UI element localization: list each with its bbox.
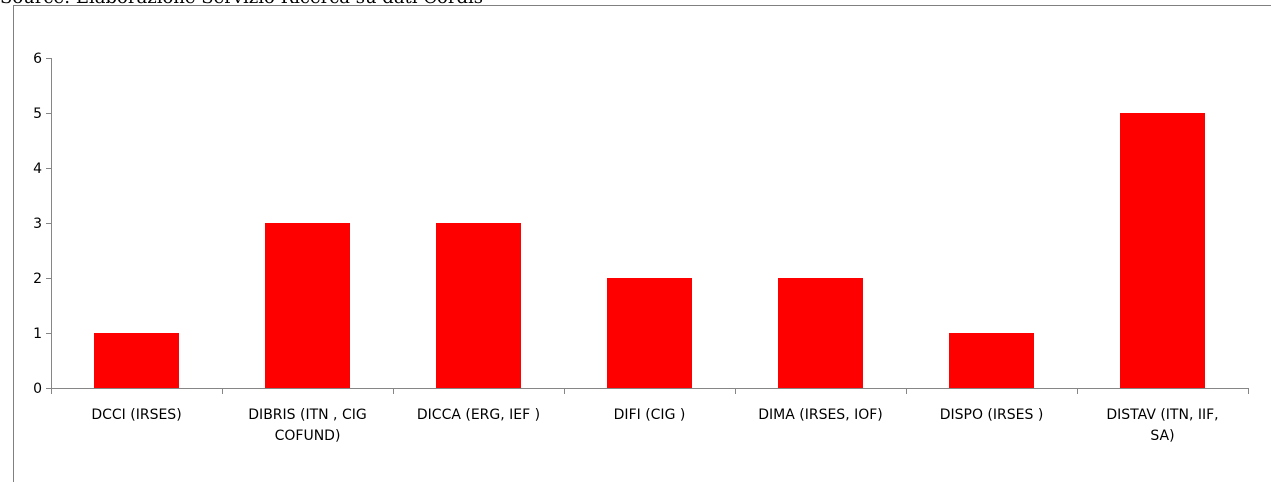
- x-category-label: DIMA (IRSES, IOF): [758, 407, 883, 423]
- chart-caption: Source: Elaborazione Servizio Ricerca su…: [0, 0, 483, 8]
- x-category-label: DIBRIS (ITN , CIG: [248, 407, 366, 423]
- x-category-label: DISTAV (ITN, IIF,: [1106, 407, 1218, 423]
- y-tick-label: 0: [33, 381, 42, 397]
- bar: [607, 278, 692, 388]
- bar: [436, 223, 521, 388]
- x-category-label: DCCI (IRSES): [91, 407, 181, 423]
- bar: [94, 333, 179, 388]
- bar: [265, 223, 350, 388]
- x-category-label: SA): [1150, 428, 1174, 444]
- y-tick-label: 1: [33, 326, 42, 342]
- x-category-label: DICCA (ERG, IEF ): [417, 407, 540, 423]
- y-tick-label: 2: [33, 271, 42, 287]
- bar: [778, 278, 863, 388]
- y-tick-label: 6: [33, 51, 42, 67]
- y-tick-label: 3: [33, 216, 42, 232]
- y-tick-label: 5: [33, 106, 42, 122]
- y-tick-label: 4: [33, 161, 42, 177]
- x-category-label: DISPO (IRSES ): [940, 407, 1044, 423]
- bar: [1120, 113, 1205, 388]
- bar: [949, 333, 1034, 388]
- x-category-label: DIFI (CIG ): [614, 407, 686, 423]
- x-category-label: COFUND): [275, 428, 341, 444]
